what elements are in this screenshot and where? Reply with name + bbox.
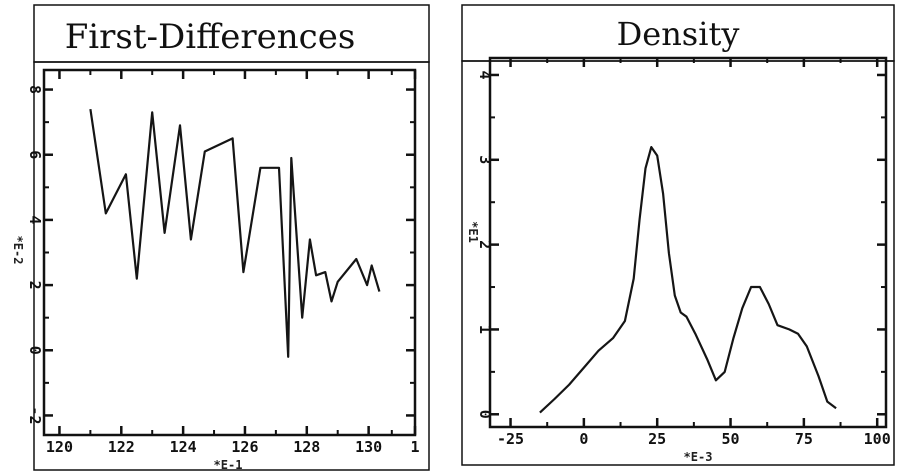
x-multiplier-label: *E-3: [684, 450, 713, 464]
y-tick-label: 2: [476, 240, 494, 249]
x-tick-labels: 120 122 124 126 128 130 1: [46, 438, 420, 456]
y-tick-label: 8: [26, 85, 44, 94]
axis-ticks: [490, 58, 886, 427]
series-line: [89, 108, 381, 358]
plot-frame: [33, 61, 430, 471]
x-tick-labels: -25 0 25 50 75 100: [497, 430, 891, 448]
y-tick-label: 0: [476, 410, 494, 419]
x-tick-label: 124: [170, 438, 197, 456]
x-tick-label: 50: [722, 430, 740, 448]
y-tick-label: 4: [476, 70, 494, 79]
density-chart: Density -25 0 25 50 75 100 0 1 2 3 4 *E-3 *E1: [461, 4, 895, 466]
y-tick-label: 2: [26, 281, 44, 290]
first-differences-chart: First-Differences 120 122 124 126 128 130 1 -2…: [11, 4, 430, 472]
plot-area: [488, 56, 888, 429]
y-tick-label: 6: [26, 150, 44, 159]
chart-title: First-Differences: [65, 17, 356, 57]
series-line: [539, 146, 837, 414]
y-tick-label: 1: [476, 325, 494, 334]
y-tick-labels: -2 0 2 4 6 8: [26, 85, 44, 424]
x-tick-label: 0: [579, 430, 588, 448]
data-line: [89, 108, 381, 358]
x-tick-label: 122: [108, 438, 135, 456]
x-tick-label: 100: [864, 430, 891, 448]
x-tick-label: 1: [410, 438, 419, 456]
y-multiplier-label: *E-2: [11, 236, 25, 265]
axis-ticks: [44, 70, 417, 435]
y-tick-labels: 0 1 2 3 4: [476, 70, 494, 418]
x-tick-label: -25: [497, 430, 524, 448]
y-tick-label: -2: [26, 406, 44, 424]
x-tick-label: 128: [293, 438, 320, 456]
plot-area: [42, 68, 417, 437]
x-tick-label: 126: [231, 438, 258, 456]
x-tick-label: 75: [795, 430, 813, 448]
chart-title: Density: [617, 15, 740, 53]
y-tick-label: 4: [26, 215, 44, 224]
data-line: [539, 146, 837, 414]
y-tick-label: 0: [26, 346, 44, 355]
x-tick-label: 130: [355, 438, 382, 456]
x-tick-label: 120: [46, 438, 73, 456]
y-multiplier-label: *E1: [466, 221, 480, 243]
y-tick-label: 3: [476, 155, 494, 164]
x-multiplier-label: *E-1: [214, 458, 243, 472]
x-tick-label: 25: [648, 430, 666, 448]
plot-frame: [461, 60, 895, 466]
